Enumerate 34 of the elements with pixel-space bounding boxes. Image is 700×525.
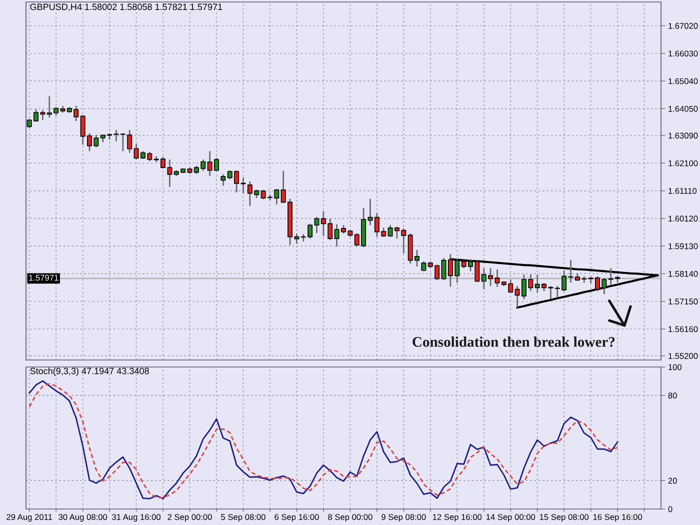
chart-title: GBPUSD,H4 1.58002 1.58058 1.57821 1.57971 (30, 4, 222, 12)
y-tick-label: 1.60120 (668, 216, 698, 222)
x-tick-label: 2 Sep 00:00 (168, 514, 212, 522)
y-tick-label: 100 (668, 364, 682, 370)
y-tick-label: 1.61110 (668, 188, 697, 194)
annotation: Consolidation then break lower? (412, 336, 615, 347)
y-tick-label: 80 (668, 392, 677, 398)
x-tick-label: 9 Sep 08:00 (382, 514, 426, 522)
x-tick-label: 12 Sep 16:00 (432, 514, 482, 522)
x-tick-label: 8 Sep 00:00 (328, 514, 372, 522)
x-tick-label: 6 Sep 16:00 (274, 514, 319, 522)
x-tick-label: 30 Aug 08:00 (58, 514, 108, 522)
candlestick (220, 174, 226, 186)
ref-line-label: 1.57971 (29, 274, 58, 281)
x-tick-label: 16 Sep 16:00 (593, 514, 642, 522)
x-tick-label: 31 Aug 16:00 (112, 514, 161, 522)
y-tick-label: 1.59130 (668, 243, 698, 250)
x-tick-label: 5 Sep 08:00 (221, 514, 266, 522)
y-tick-label: 1.55200 (668, 353, 698, 359)
x-tick-label: 14 Sep 00:00 (486, 514, 536, 522)
y-tick-label: 1.58140 (668, 270, 698, 277)
y-tick-label: 20 (668, 478, 677, 484)
chart-title: Stoch(9,3,3) 47.1947 43.3408 (30, 368, 149, 376)
y-tick-label: 1.63090 (668, 132, 698, 139)
y-tick-label: 1.56160 (668, 326, 698, 332)
y-tick-label: 1.67020 (668, 22, 698, 29)
y-tick-label: 0 (668, 506, 672, 512)
x-tick-label: 29 Aug 2011 (6, 514, 52, 522)
y-tick-label: 1.62100 (668, 160, 698, 166)
x-tick-label: 15 Sep 08:00 (540, 514, 589, 522)
y-tick-label: 1.57150 (668, 298, 698, 304)
y-tick-label: 1.66030 (668, 50, 698, 56)
y-tick-label: 1.64050 (668, 106, 698, 112)
y-tick-label: 1.65040 (668, 78, 698, 84)
